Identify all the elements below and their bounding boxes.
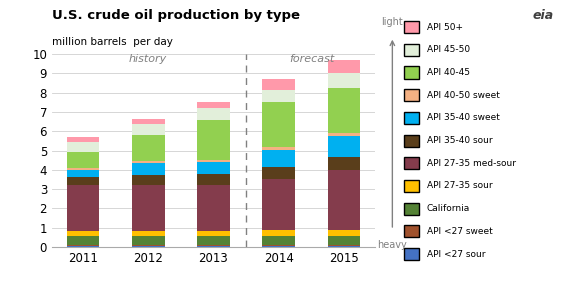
Bar (197, 174, 230, 185)
Bar (132, 231, 164, 236)
Bar (66, 137, 99, 142)
Bar (263, 179, 295, 230)
Text: API 27-35 med-sour: API 27-35 med-sour (427, 159, 516, 168)
Bar (197, 236, 230, 245)
FancyBboxPatch shape (404, 21, 419, 33)
Text: API 35-40 sour: API 35-40 sour (427, 136, 492, 145)
Bar (66, 170, 99, 177)
Text: eia: eia (533, 9, 554, 22)
Bar (66, 245, 99, 246)
Bar (132, 175, 164, 185)
Bar (263, 79, 295, 90)
Bar (263, 246, 295, 247)
Text: API 35-40 sweet: API 35-40 sweet (427, 113, 500, 122)
Text: API 40-45: API 40-45 (427, 68, 470, 77)
Text: API 45-50: API 45-50 (427, 45, 470, 54)
FancyBboxPatch shape (404, 66, 419, 79)
Bar (263, 236, 295, 245)
Bar (328, 88, 361, 133)
Bar (66, 177, 99, 185)
Text: history: history (129, 54, 167, 64)
Bar (263, 147, 295, 150)
Bar (197, 162, 230, 174)
Bar (263, 230, 295, 236)
Bar (132, 246, 164, 247)
Bar (328, 245, 361, 246)
Bar (66, 185, 99, 231)
Bar (132, 119, 164, 124)
Bar (132, 236, 164, 245)
Bar (328, 136, 361, 156)
Text: U.S. crude oil production by type: U.S. crude oil production by type (52, 9, 300, 22)
Text: million barrels  per day: million barrels per day (52, 37, 173, 47)
FancyBboxPatch shape (404, 135, 419, 147)
Bar (66, 246, 99, 247)
Bar (263, 150, 295, 167)
FancyBboxPatch shape (404, 225, 419, 237)
Bar (66, 231, 99, 236)
Bar (197, 245, 230, 246)
Text: California: California (427, 204, 470, 213)
FancyBboxPatch shape (404, 89, 419, 101)
Text: API 50+: API 50+ (427, 23, 463, 32)
Bar (328, 230, 361, 236)
Text: API 40-50 sweet: API 40-50 sweet (427, 91, 500, 100)
FancyBboxPatch shape (404, 44, 419, 56)
Text: heavy: heavy (377, 240, 407, 250)
Bar (197, 102, 230, 108)
Text: API <27 sour: API <27 sour (427, 250, 485, 258)
Bar (132, 135, 164, 161)
Bar (197, 246, 230, 247)
Bar (197, 231, 230, 236)
Bar (132, 161, 164, 163)
FancyBboxPatch shape (404, 180, 419, 192)
FancyBboxPatch shape (404, 112, 419, 124)
Bar (197, 120, 230, 160)
Bar (66, 168, 99, 170)
FancyBboxPatch shape (404, 157, 419, 169)
Bar (66, 236, 99, 245)
FancyBboxPatch shape (404, 202, 419, 215)
Bar (132, 245, 164, 246)
Text: API <27 sweet: API <27 sweet (427, 227, 493, 236)
Bar (132, 185, 164, 231)
Bar (263, 103, 295, 147)
Bar (328, 60, 361, 73)
Bar (328, 156, 361, 170)
Bar (263, 90, 295, 103)
Bar (328, 133, 361, 136)
Bar (328, 236, 361, 245)
Bar (66, 152, 99, 168)
Bar (328, 73, 361, 88)
Text: API 27-35 sour: API 27-35 sour (427, 181, 492, 191)
Bar (328, 246, 361, 247)
Bar (328, 170, 361, 230)
Bar (132, 163, 164, 175)
Bar (197, 185, 230, 231)
Bar (263, 245, 295, 246)
Text: light: light (381, 17, 403, 27)
FancyBboxPatch shape (404, 248, 419, 260)
Bar (197, 160, 230, 162)
Bar (132, 124, 164, 135)
Text: forecast: forecast (288, 54, 334, 64)
Bar (263, 167, 295, 179)
Bar (66, 142, 99, 152)
Bar (197, 108, 230, 120)
